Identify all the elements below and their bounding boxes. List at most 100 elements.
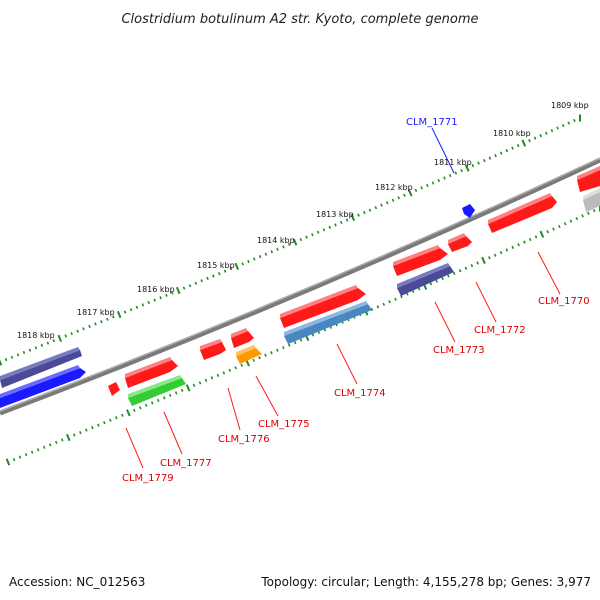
inner-ruler-tick <box>121 413 124 417</box>
outer-ruler-tick <box>443 176 446 180</box>
inner-ruler-tick <box>156 398 160 403</box>
outer-ruler-tick <box>357 213 360 217</box>
outer-ruler-tick <box>521 139 527 147</box>
gene-label-clm-1770[interactable]: CLM_1770 <box>538 296 590 307</box>
gene-feature-clm-1773[interactable] <box>393 245 448 276</box>
outer-ruler-tick <box>106 317 109 321</box>
outer-ruler-tick <box>182 286 186 290</box>
inner-ruler-tick <box>139 406 142 410</box>
gene-feature-red-edge[interactable] <box>577 166 600 192</box>
gene-feature-navy-left[interactable] <box>0 347 82 388</box>
inner-ruler-tick <box>168 393 172 397</box>
inner-ruler-tick <box>162 396 166 400</box>
ruler-label-1818: 1818 kbp <box>17 331 55 340</box>
inner-ruler-tick <box>133 408 136 412</box>
inner-ruler-tick <box>5 458 11 466</box>
topology-text: Topology: circular; Length: 4,155,278 bp… <box>260 575 591 589</box>
gene-feature-clm-1776[interactable] <box>200 339 226 360</box>
inner-ruler-tick <box>511 245 515 250</box>
outer-ruler-tick <box>539 133 543 138</box>
outer-ruler-tick <box>123 310 127 314</box>
gene-feature-clm-1771[interactable] <box>462 204 475 218</box>
gene-feature-clm-1772[interactable] <box>448 233 472 252</box>
outer-ruler-tick <box>159 296 162 300</box>
gene-label-clm-1779[interactable]: CLM_1779 <box>122 473 174 484</box>
inner-ruler-tick <box>382 302 386 306</box>
inner-ruler-tick <box>546 230 550 234</box>
outer-ruler-tick <box>247 259 250 264</box>
inner-ruler-tick <box>150 401 154 405</box>
inner-ruler-tick <box>394 297 397 301</box>
outer-ruler-tick <box>0 359 3 366</box>
outer-ruler-tick <box>311 233 314 237</box>
outer-ruler-tick <box>488 156 492 160</box>
gene-feature-clm-1779[interactable] <box>108 382 120 396</box>
gene-feature-clm-1770[interactable] <box>488 193 557 233</box>
outer-ruler-tick <box>545 131 548 135</box>
gene-feature-green[interactable] <box>128 375 186 406</box>
inner-ruler-tick <box>505 248 509 252</box>
outer-ruler-tick <box>431 181 435 185</box>
gene-feature-clm-1777[interactable] <box>125 357 178 388</box>
outer-ruler-tick <box>391 198 395 202</box>
inner-ruler-tick <box>174 391 178 395</box>
outer-ruler-tick <box>573 118 576 123</box>
gene-label-clm-1775[interactable]: CLM_1775 <box>258 419 310 430</box>
gene-feature-clm-1774[interactable] <box>280 285 366 328</box>
inner-ruler-tick <box>264 353 267 357</box>
inner-ruler-tick <box>539 230 545 238</box>
outer-ruler <box>0 114 581 366</box>
gene-label-clm-1777[interactable]: CLM_1777 <box>160 458 212 469</box>
outer-ruler-tick <box>350 213 356 222</box>
inner-ruler-tick <box>73 433 76 437</box>
inner-ruler-tick <box>240 363 244 367</box>
gene-label-clm-1773[interactable]: CLM_1773 <box>433 345 485 356</box>
outer-ruler-tick <box>561 123 565 128</box>
outer-ruler-tick <box>345 218 349 222</box>
gene-label-clm-1774[interactable]: CLM_1774 <box>334 388 386 399</box>
inner-ruler-tick <box>12 457 16 462</box>
gene-label-clm-1776[interactable]: CLM_1776 <box>218 434 270 445</box>
outer-ruler-tick <box>397 196 401 200</box>
outer-ruler-tick <box>223 269 227 273</box>
gene-feature-steel[interactable] <box>284 301 372 344</box>
outer-ruler-tick <box>229 267 233 271</box>
outer-ruler-tick <box>334 223 337 227</box>
outer-ruler-tick <box>129 308 133 312</box>
outer-ruler-tick <box>241 262 244 266</box>
outer-ruler-tick <box>112 315 115 319</box>
ruler-label-1816: 1816 kbp <box>137 285 175 294</box>
outer-ruler-tick <box>499 151 503 155</box>
outer-ruler-tick <box>420 186 423 190</box>
inner-ruler-tick <box>282 346 285 350</box>
gene-label-clm-1772[interactable]: CLM_1772 <box>474 325 526 336</box>
outer-ruler-tick <box>299 238 303 242</box>
inner-ruler-tick <box>563 222 567 226</box>
inner-ruler-tick <box>144 403 148 407</box>
inner-ruler-tick <box>534 235 538 239</box>
outer-ruler-tick <box>40 343 44 347</box>
outer-ruler-tick <box>482 158 486 163</box>
outer-ruler-tick <box>282 245 285 249</box>
outer-ruler-tick <box>200 279 203 283</box>
gene-feature-clm-1775[interactable] <box>231 328 254 348</box>
inner-ruler-tick <box>228 368 232 372</box>
inner-ruler-tick <box>569 219 573 223</box>
inner-ruler-tick <box>493 253 497 257</box>
inner-ruler-tick <box>417 287 421 291</box>
gene-feature-blue-left[interactable] <box>0 365 86 408</box>
inner-ruler-tick <box>115 416 118 420</box>
ruler-label-1812: 1812 kbp <box>375 183 413 192</box>
inner-ruler-tick <box>91 425 94 430</box>
gene-label-clm-1771[interactable]: CLM_1771 <box>406 117 458 128</box>
gene-feature-navy-right[interactable] <box>397 263 454 296</box>
ruler-label-1810: 1810 kbp <box>493 129 531 138</box>
inner-ruler-tick <box>79 431 82 435</box>
gene-feature-gray-edge[interactable] <box>583 188 600 212</box>
gene-feature-orange[interactable] <box>236 345 262 364</box>
inner-ruler-tick <box>36 448 40 452</box>
inner-ruler-tick <box>85 428 88 432</box>
outer-ruler-tick <box>175 286 181 295</box>
outer-ruler-tick <box>116 310 122 319</box>
